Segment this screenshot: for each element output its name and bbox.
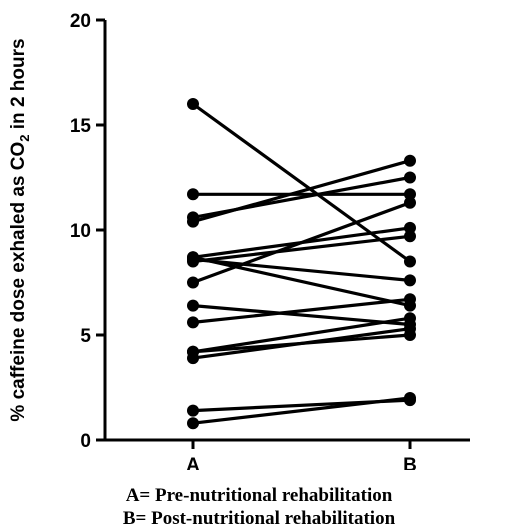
series-line (192, 257, 411, 282)
series-line (192, 255, 411, 308)
data-point (404, 312, 416, 325)
y-axis-label: % caffeine dose exhaled as CO2 in 2 hour… (8, 38, 32, 421)
series-line (192, 396, 411, 425)
data-point (404, 293, 416, 306)
series-line (192, 159, 411, 224)
data-point (187, 404, 199, 417)
series-line (192, 201, 411, 285)
series-line (192, 327, 411, 360)
series-line (192, 316, 411, 354)
data-point (404, 221, 416, 234)
data-point (404, 230, 416, 243)
series-line (192, 297, 411, 324)
data-point (187, 251, 199, 264)
data-point (404, 322, 416, 335)
y-tick-label: 10 (70, 221, 91, 242)
series-lines (192, 102, 411, 425)
caption-a: A= Pre-nutritional rehabilitation (125, 485, 393, 506)
data-point (187, 316, 199, 329)
data-point (187, 352, 199, 365)
axes: 0 5 10 15 20 A B (70, 11, 470, 470)
data-point (187, 215, 199, 228)
data-point (404, 274, 416, 287)
data-point (404, 255, 416, 268)
data-point (187, 188, 199, 201)
chart-canvas: 0 5 10 15 20 A B % caffeine dose exhaled as CO… (8, 11, 470, 470)
x-tick-label: B (403, 455, 417, 470)
series-line (192, 234, 411, 264)
data-point (404, 188, 416, 201)
data-point (187, 276, 199, 289)
data-point (187, 299, 199, 312)
series-line (192, 102, 411, 263)
caption-b: B= Post-nutritional rehabilitation (122, 508, 396, 529)
data-point (404, 392, 416, 404)
data-point (404, 154, 416, 167)
data-point (187, 417, 199, 430)
data-points (187, 98, 416, 430)
series-line (192, 304, 411, 327)
y-tick-label: 5 (80, 326, 91, 347)
x-tick-label: A (186, 455, 200, 470)
data-point (187, 98, 199, 110)
data-point (404, 196, 416, 209)
data-point (404, 171, 416, 184)
y-tick-label: 15 (70, 116, 92, 137)
y-tick-label: 20 (70, 11, 91, 32)
y-tick-label: 0 (80, 431, 91, 452)
